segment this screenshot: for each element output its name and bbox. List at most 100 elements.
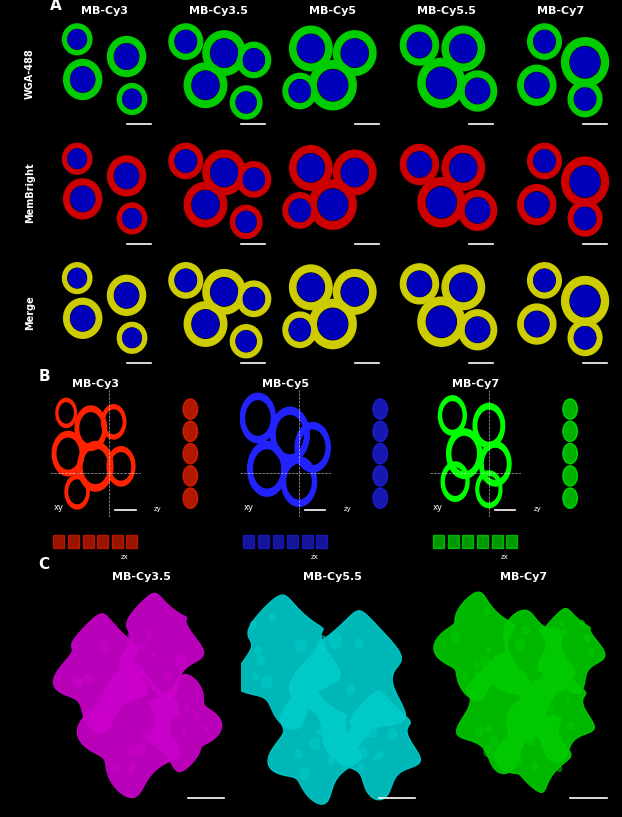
Bar [258,535,269,548]
Title: MB-Cy3.5: MB-Cy3.5 [112,573,171,583]
PathPatch shape [400,263,439,305]
Title: MB-Cy7: MB-Cy7 [500,573,547,583]
PathPatch shape [63,178,103,220]
Polygon shape [491,736,498,745]
Polygon shape [203,725,208,731]
Polygon shape [388,730,397,740]
PathPatch shape [567,200,603,237]
Polygon shape [255,647,261,654]
PathPatch shape [63,297,103,339]
PathPatch shape [442,25,485,71]
Circle shape [298,154,324,181]
Bar [506,535,517,548]
PathPatch shape [183,62,228,108]
Circle shape [211,39,238,67]
Polygon shape [182,729,187,734]
Circle shape [466,78,490,104]
Circle shape [427,306,456,337]
Circle shape [373,444,388,464]
PathPatch shape [117,83,147,115]
Polygon shape [554,686,559,693]
Bar [53,535,64,548]
Bar [477,535,488,548]
Polygon shape [98,693,106,704]
PathPatch shape [417,58,465,108]
Polygon shape [555,646,559,652]
Polygon shape [532,762,539,770]
Circle shape [575,88,596,110]
Title: MB-Cy7: MB-Cy7 [452,379,499,389]
Polygon shape [338,737,344,744]
Polygon shape [532,681,539,689]
Polygon shape [476,672,481,677]
Text: zx: zx [121,554,129,560]
PathPatch shape [168,143,203,180]
PathPatch shape [282,192,317,229]
Circle shape [318,190,347,220]
Polygon shape [136,743,147,756]
PathPatch shape [309,180,357,230]
PathPatch shape [239,392,276,444]
Text: Merge: Merge [25,295,35,330]
Text: zy: zy [344,506,351,512]
Polygon shape [73,676,81,687]
Polygon shape [474,662,480,668]
Circle shape [236,212,256,232]
Circle shape [534,150,555,172]
Circle shape [298,274,324,301]
PathPatch shape [62,262,93,294]
Polygon shape [529,733,535,739]
PathPatch shape [236,280,271,317]
Polygon shape [518,665,594,763]
PathPatch shape [417,177,465,228]
PathPatch shape [309,60,357,110]
Circle shape [123,89,141,109]
Polygon shape [369,727,377,737]
Polygon shape [99,712,109,725]
PathPatch shape [281,456,317,507]
Circle shape [341,278,368,306]
Bar [68,535,79,548]
Polygon shape [504,681,512,690]
Circle shape [466,198,490,223]
Polygon shape [320,636,326,643]
PathPatch shape [62,143,93,175]
Polygon shape [251,621,256,628]
Circle shape [183,466,198,486]
Bar [448,535,459,548]
PathPatch shape [458,190,498,231]
Text: A: A [50,0,62,13]
PathPatch shape [168,262,203,299]
Polygon shape [462,673,468,681]
Circle shape [373,399,388,419]
Polygon shape [140,681,147,690]
Polygon shape [262,676,272,688]
Polygon shape [585,635,590,641]
PathPatch shape [289,25,333,71]
PathPatch shape [517,184,557,225]
Polygon shape [552,627,560,636]
Polygon shape [518,672,527,682]
PathPatch shape [479,441,512,487]
Polygon shape [364,731,369,738]
Title: MB-Cy7: MB-Cy7 [537,6,585,16]
Polygon shape [490,610,575,714]
Circle shape [243,168,264,190]
Text: zy: zy [534,506,541,512]
Polygon shape [568,722,574,730]
PathPatch shape [417,297,465,347]
Polygon shape [481,657,490,667]
Title: MB-Cy5.5: MB-Cy5.5 [417,6,476,16]
PathPatch shape [77,441,114,492]
Title: MB-Cy3: MB-Cy3 [81,6,128,16]
Polygon shape [585,635,590,641]
Polygon shape [310,659,317,667]
Polygon shape [364,726,371,734]
Circle shape [407,271,431,297]
PathPatch shape [567,319,603,356]
Polygon shape [560,621,565,626]
PathPatch shape [202,30,246,76]
Circle shape [563,444,577,464]
Polygon shape [358,748,367,757]
Polygon shape [538,609,605,693]
